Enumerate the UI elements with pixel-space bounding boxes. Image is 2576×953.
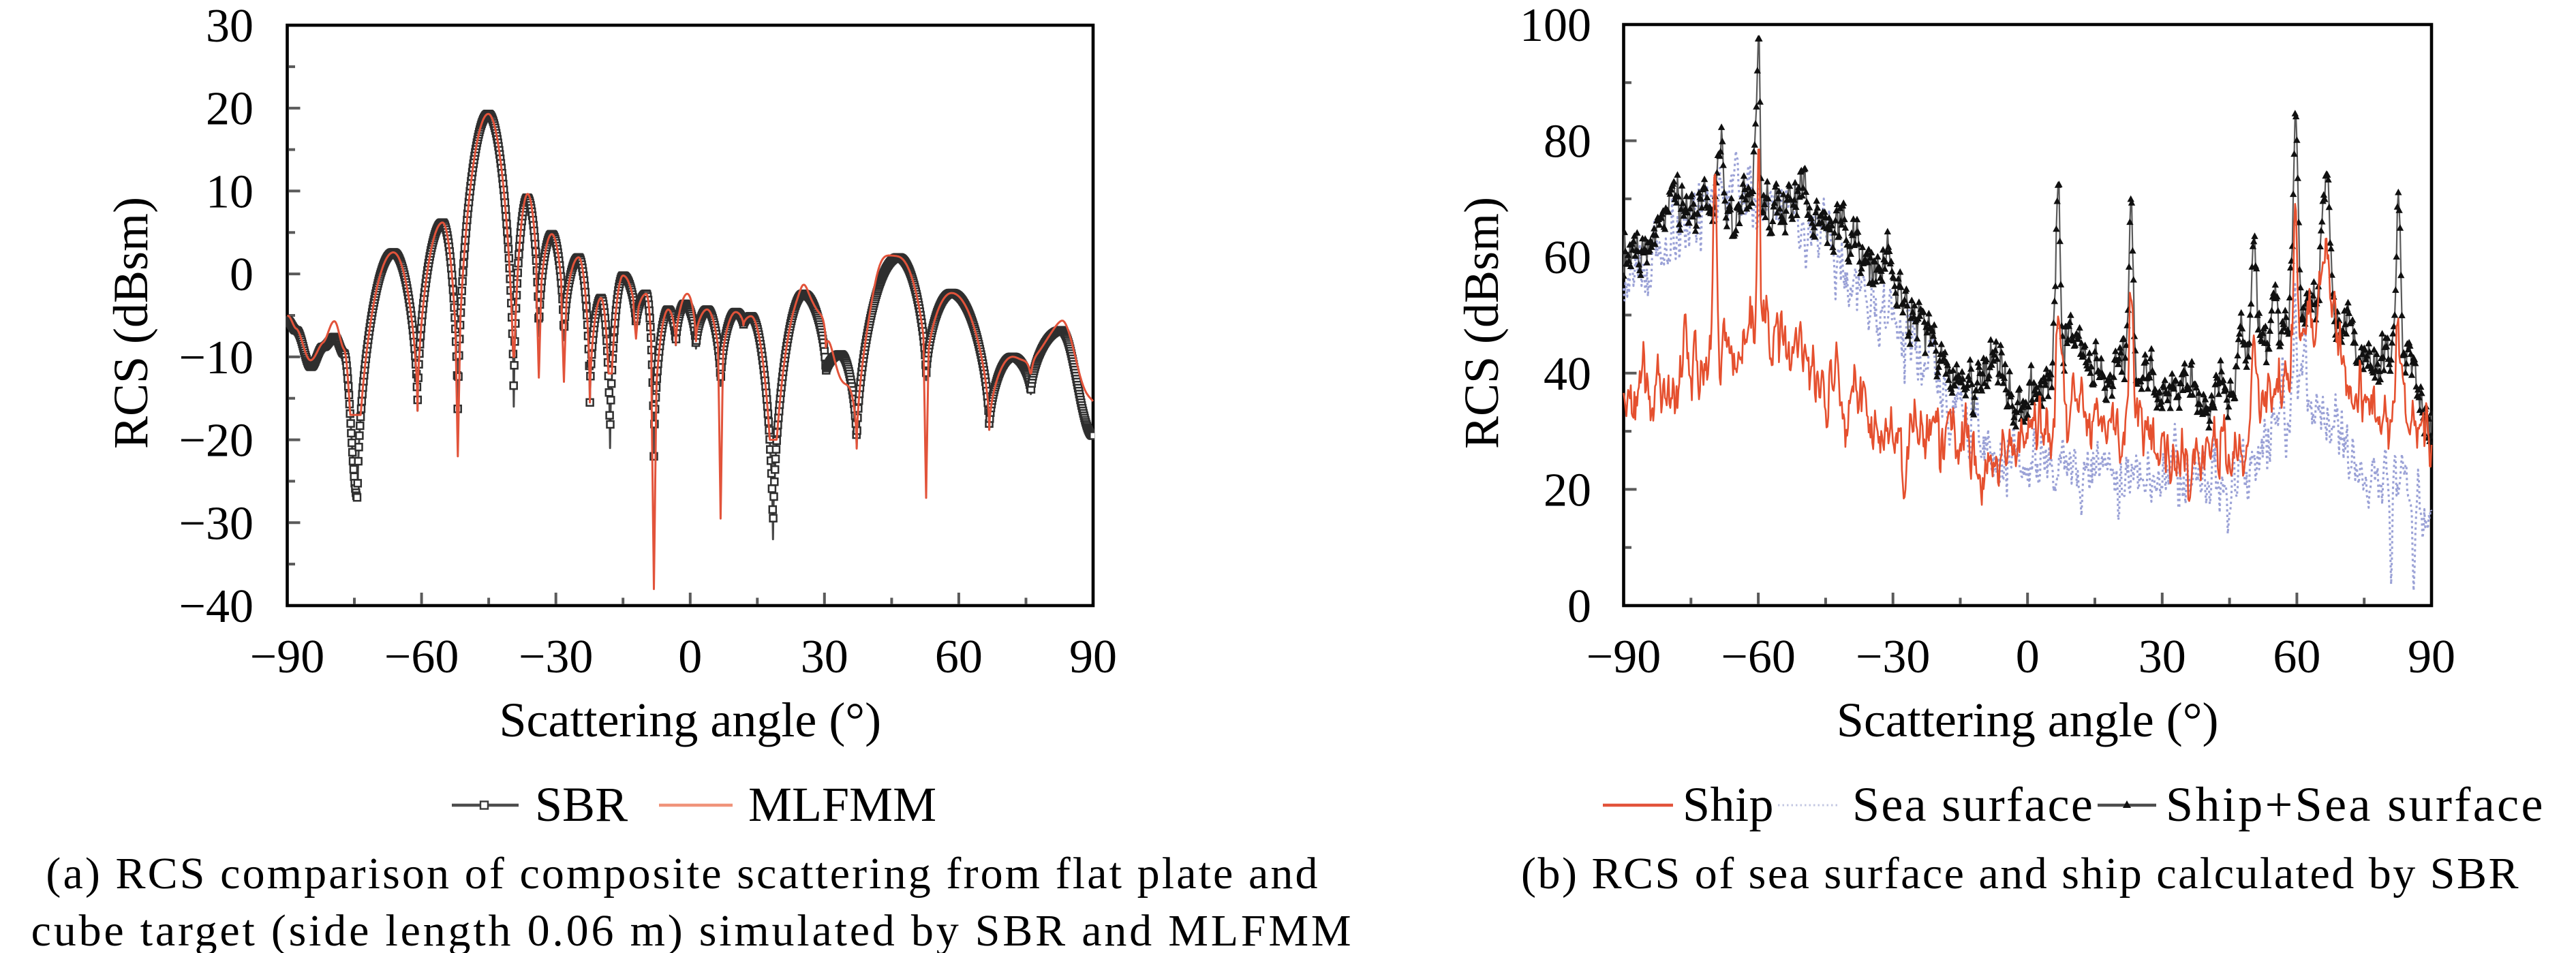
svg-text:20: 20 (206, 83, 254, 136)
svg-text:−90: −90 (1586, 631, 1661, 683)
svg-text:30: 30 (206, 0, 254, 52)
svg-text:100: 100 (1520, 0, 1591, 52)
svg-text:−30: −30 (179, 497, 254, 550)
svg-text:Scattering angle (°): Scattering angle (°) (1837, 693, 2219, 747)
svg-text:Ship: Ship (1683, 777, 1774, 832)
svg-text:30: 30 (801, 631, 848, 683)
svg-text:−30: −30 (519, 631, 593, 683)
svg-text:30: 30 (2138, 631, 2186, 683)
svg-text:90: 90 (2408, 631, 2455, 683)
svg-text:60: 60 (1544, 232, 1591, 284)
svg-text:80: 80 (1544, 116, 1591, 168)
svg-text:Ship+Sea surface: Ship+Sea surface (2166, 777, 2545, 832)
svg-text:0: 0 (1567, 580, 1591, 633)
svg-text:0: 0 (678, 631, 702, 683)
svg-text:Scattering angle (°): Scattering angle (°) (500, 693, 882, 747)
svg-text:−10: −10 (179, 332, 254, 384)
svg-text:90: 90 (1069, 631, 1117, 683)
svg-text:−30: −30 (1856, 631, 1930, 683)
svg-text:RCS (dBsm): RCS (dBsm) (1454, 197, 1509, 449)
svg-text:0: 0 (2016, 631, 2040, 683)
svg-text:20: 20 (1544, 464, 1591, 516)
svg-text:−90: −90 (250, 631, 324, 683)
svg-text:10: 10 (206, 166, 254, 218)
svg-text:(a) RCS comparison of composit: (a) RCS comparison of composite scatteri… (46, 849, 1319, 899)
svg-text:RCS (dBsm): RCS (dBsm) (104, 197, 158, 449)
svg-text:(b) RCS of sea surface and shi: (b) RCS of sea surface and ship calculat… (1521, 849, 2520, 899)
svg-text:40: 40 (1544, 348, 1591, 401)
svg-text:0: 0 (230, 249, 254, 301)
svg-text:60: 60 (2273, 631, 2320, 683)
svg-text:−60: −60 (384, 631, 459, 683)
svg-text:−40: −40 (179, 580, 254, 633)
svg-text:−60: −60 (1721, 631, 1795, 683)
svg-text:cube target (side length 0.06: cube target (side length 0.06 m) simulat… (31, 906, 1354, 953)
svg-text:−20: −20 (179, 415, 254, 467)
svg-text:SBR: SBR (535, 777, 628, 832)
svg-text:Sea surface: Sea surface (1852, 777, 2094, 832)
svg-text:MLFMM: MLFMM (748, 777, 936, 832)
svg-text:60: 60 (935, 631, 983, 683)
